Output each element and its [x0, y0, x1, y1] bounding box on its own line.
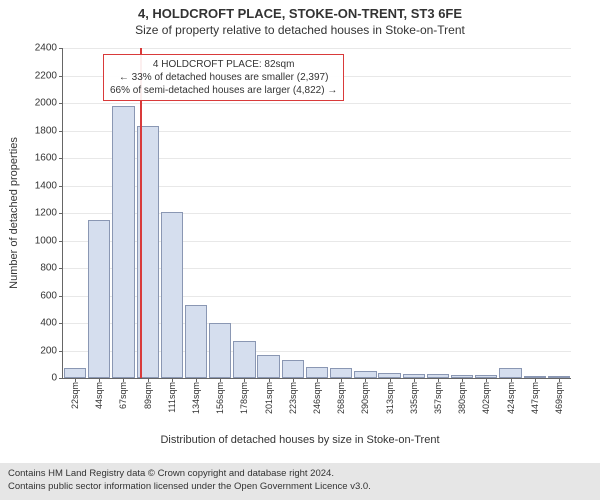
- ytick-mark: [59, 296, 63, 297]
- ytick-label: 200: [40, 345, 57, 356]
- ytick-mark: [59, 186, 63, 187]
- xtick-label: 469sqm: [554, 382, 564, 414]
- ytick-label: 1800: [35, 125, 57, 136]
- y-axis-label: Number of detached properties: [8, 137, 20, 289]
- footer-line-1: Contains HM Land Registry data © Crown c…: [8, 468, 592, 481]
- x-axis-label: Distribution of detached houses by size …: [0, 434, 600, 446]
- ytick-label: 2400: [35, 43, 57, 54]
- ytick-mark: [59, 213, 63, 214]
- chart-plot-area: 0200400600800100012001400160018002000220…: [62, 48, 571, 379]
- histogram-bar: [499, 368, 521, 378]
- ytick-mark: [59, 48, 63, 49]
- histogram-bar: [209, 323, 231, 378]
- chart-title-1: 4, HOLDCROFT PLACE, STOKE-ON-TRENT, ST3 …: [0, 0, 600, 21]
- xtick-label: 402sqm: [481, 382, 491, 414]
- xtick-label: 268sqm: [336, 382, 346, 414]
- ytick-label: 1000: [35, 235, 57, 246]
- ytick-label: 2000: [35, 98, 57, 109]
- footer-line-2: Contains public sector information licen…: [8, 481, 592, 494]
- xtick-label: 380sqm: [457, 382, 467, 414]
- xtick-label: 111sqm: [167, 382, 177, 413]
- ytick-label: 0: [51, 373, 57, 384]
- footer-attribution: Contains HM Land Registry data © Crown c…: [0, 463, 600, 500]
- xtick-label: 447sqm: [530, 382, 540, 414]
- annotation-line-3: 66% of semi-detached houses are larger (…: [110, 84, 337, 97]
- annotation-box: 4 HOLDCROFT PLACE: 82sqm ← 33% of detach…: [103, 54, 344, 101]
- xtick-label: 67sqm: [118, 382, 128, 409]
- ytick-mark: [59, 378, 63, 379]
- ytick-label: 800: [40, 263, 57, 274]
- xtick-label: 223sqm: [288, 382, 298, 414]
- ytick-label: 1400: [35, 180, 57, 191]
- xtick-label: 178sqm: [239, 382, 249, 414]
- histogram-bar: [64, 368, 86, 378]
- histogram-bar: [88, 220, 110, 378]
- ytick-label: 1200: [35, 208, 57, 219]
- ytick-label: 400: [40, 318, 57, 329]
- annotation-line-2: ← 33% of detached houses are smaller (2,…: [110, 71, 337, 84]
- ytick-label: 2200: [35, 70, 57, 81]
- xtick-label: 357sqm: [433, 382, 443, 414]
- histogram-bar: [282, 360, 304, 378]
- ytick-label: 600: [40, 290, 57, 301]
- histogram-bar: [354, 371, 376, 378]
- histogram-bar: [161, 212, 183, 378]
- xtick-label: 313sqm: [385, 382, 395, 414]
- xtick-label: 290sqm: [360, 382, 370, 414]
- ytick-mark: [59, 131, 63, 132]
- xtick-label: 22sqm: [70, 382, 80, 409]
- histogram-bar: [257, 355, 279, 378]
- xtick-label: 424sqm: [506, 382, 516, 414]
- ytick-mark: [59, 351, 63, 352]
- histogram-bar: [306, 367, 328, 378]
- chart-container: 4, HOLDCROFT PLACE, STOKE-ON-TRENT, ST3 …: [0, 0, 600, 500]
- ytick-mark: [59, 241, 63, 242]
- annotation-line-1: 4 HOLDCROFT PLACE: 82sqm: [110, 58, 337, 71]
- histogram-bar: [112, 106, 134, 378]
- histogram-bar: [233, 341, 255, 378]
- chart-title-2: Size of property relative to detached ho…: [0, 23, 600, 37]
- ytick-mark: [59, 323, 63, 324]
- xtick-label: 246sqm: [312, 382, 322, 414]
- ytick-mark: [59, 103, 63, 104]
- xtick-label: 44sqm: [94, 382, 104, 409]
- xtick-label: 134sqm: [191, 382, 201, 414]
- xtick-label: 335sqm: [409, 382, 419, 414]
- ytick-label: 1600: [35, 153, 57, 164]
- ytick-mark: [59, 76, 63, 77]
- xtick-label: 201sqm: [264, 382, 274, 414]
- histogram-bar: [185, 305, 207, 378]
- xtick-label: 156sqm: [215, 382, 225, 414]
- ytick-mark: [59, 158, 63, 159]
- histogram-bar: [330, 368, 352, 378]
- ytick-mark: [59, 268, 63, 269]
- xtick-label: 89sqm: [143, 382, 153, 409]
